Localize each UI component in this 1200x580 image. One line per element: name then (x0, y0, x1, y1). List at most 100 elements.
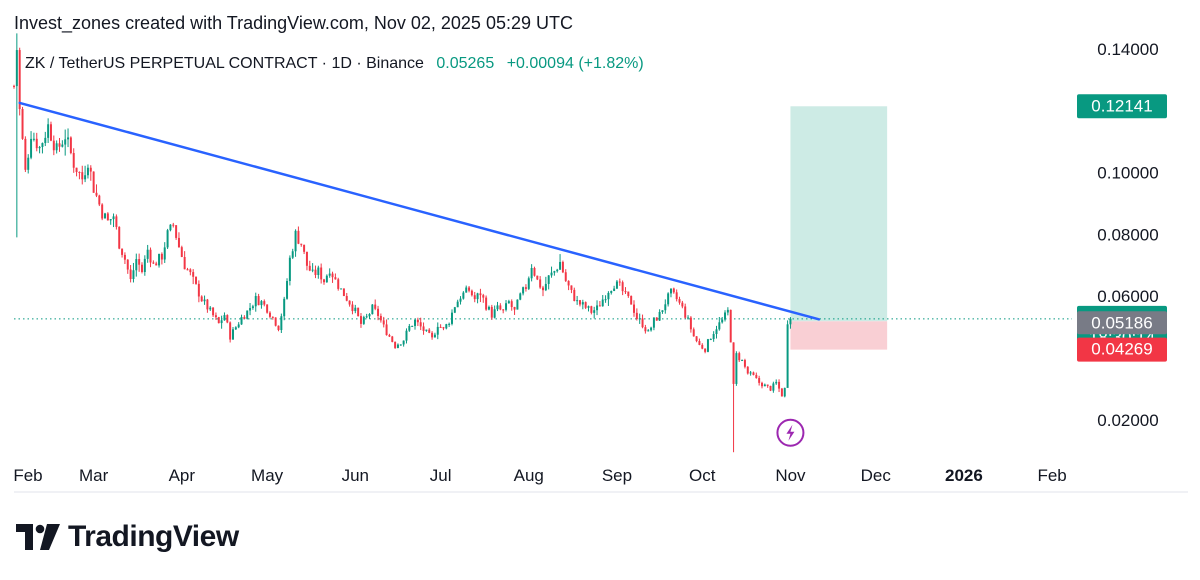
candle[interactable] (766, 384, 769, 388)
candle[interactable] (573, 287, 576, 302)
candle[interactable] (237, 322, 240, 329)
candle[interactable] (482, 293, 485, 303)
candle[interactable] (556, 268, 559, 273)
candle[interactable] (348, 300, 351, 307)
position-tool[interactable] (790, 106, 888, 350)
candle[interactable] (499, 303, 502, 311)
candle[interactable] (527, 276, 530, 291)
candle[interactable] (283, 296, 286, 321)
candle[interactable] (303, 244, 306, 255)
descending-trendline[interactable] (18, 101, 821, 321)
candle[interactable] (507, 299, 510, 304)
candle[interactable] (416, 317, 419, 327)
candle[interactable] (47, 118, 50, 143)
candle[interactable] (408, 323, 411, 332)
candle[interactable] (587, 305, 590, 312)
candle[interactable] (704, 348, 707, 354)
candle[interactable] (473, 291, 476, 303)
candle[interactable] (542, 285, 544, 297)
candle[interactable] (200, 295, 203, 302)
price-axis[interactable]: 0.14000 0.10000 0.08000 0.06000 0.02000 (1097, 40, 1158, 430)
candle[interactable] (212, 307, 215, 317)
trendline-group[interactable] (18, 101, 821, 321)
candle[interactable] (630, 295, 633, 305)
candle[interactable] (268, 311, 271, 319)
candle[interactable] (229, 321, 232, 343)
candle[interactable] (422, 322, 425, 335)
candle[interactable] (351, 301, 354, 315)
candle[interactable] (359, 313, 362, 328)
candle[interactable] (456, 299, 459, 308)
candle[interactable] (15, 33, 18, 238)
candle[interactable] (689, 316, 692, 333)
candle[interactable] (172, 222, 175, 228)
candle[interactable] (357, 307, 360, 317)
candle[interactable] (175, 225, 178, 240)
candle[interactable] (263, 299, 266, 307)
candle[interactable] (436, 322, 439, 340)
candle[interactable] (485, 295, 488, 311)
candle[interactable] (763, 383, 766, 387)
candle[interactable] (149, 247, 152, 268)
candle[interactable] (280, 313, 283, 333)
candle[interactable] (681, 300, 684, 309)
candle[interactable] (470, 289, 473, 297)
candle[interactable] (121, 248, 124, 258)
candle[interactable] (402, 340, 405, 347)
candle[interactable] (399, 344, 402, 346)
candle[interactable] (388, 333, 391, 338)
candle[interactable] (669, 288, 672, 298)
candle[interactable] (658, 309, 661, 322)
candle[interactable] (297, 226, 300, 245)
candle[interactable] (502, 309, 505, 314)
candle[interactable] (647, 329, 650, 332)
candle[interactable] (249, 302, 252, 316)
candle[interactable] (650, 326, 653, 332)
candle[interactable] (590, 305, 593, 315)
candle[interactable] (516, 299, 519, 310)
candle[interactable] (561, 260, 564, 274)
candle[interactable] (559, 254, 562, 270)
candle[interactable] (493, 305, 496, 319)
candle[interactable] (81, 165, 84, 185)
candle[interactable] (257, 293, 260, 306)
candle[interactable] (641, 314, 644, 329)
candle[interactable] (752, 371, 755, 376)
candle[interactable] (286, 278, 289, 300)
candle[interactable] (365, 313, 368, 319)
candle[interactable] (613, 285, 616, 292)
candle[interactable] (223, 312, 226, 321)
candle[interactable] (524, 284, 527, 292)
candle[interactable] (214, 312, 217, 320)
candle[interactable] (743, 358, 746, 369)
candle[interactable] (217, 316, 220, 324)
candle[interactable] (544, 276, 547, 292)
candle[interactable] (718, 316, 721, 331)
candle[interactable] (411, 325, 414, 327)
candle[interactable] (18, 47, 21, 116)
candle[interactable] (638, 313, 641, 324)
candle[interactable] (425, 329, 428, 332)
candle[interactable] (533, 266, 536, 277)
candle[interactable] (578, 299, 581, 307)
candle[interactable] (442, 326, 445, 331)
candle[interactable] (345, 292, 348, 302)
candle[interactable] (169, 224, 172, 232)
candle[interactable] (27, 154, 30, 174)
candle[interactable] (715, 325, 718, 339)
candle[interactable] (209, 306, 212, 312)
candle[interactable] (203, 295, 206, 305)
candle[interactable] (104, 212, 107, 219)
candle[interactable] (158, 253, 161, 268)
candle[interactable] (379, 313, 382, 323)
candle[interactable] (374, 299, 377, 311)
candle[interactable] (274, 317, 277, 327)
candle[interactable] (667, 292, 670, 307)
candle[interactable] (675, 289, 678, 302)
candle[interactable] (607, 291, 610, 306)
candle[interactable] (741, 359, 744, 362)
candle[interactable] (138, 253, 141, 272)
candle[interactable] (778, 379, 781, 393)
candle[interactable] (701, 343, 704, 350)
candle[interactable] (251, 304, 254, 310)
